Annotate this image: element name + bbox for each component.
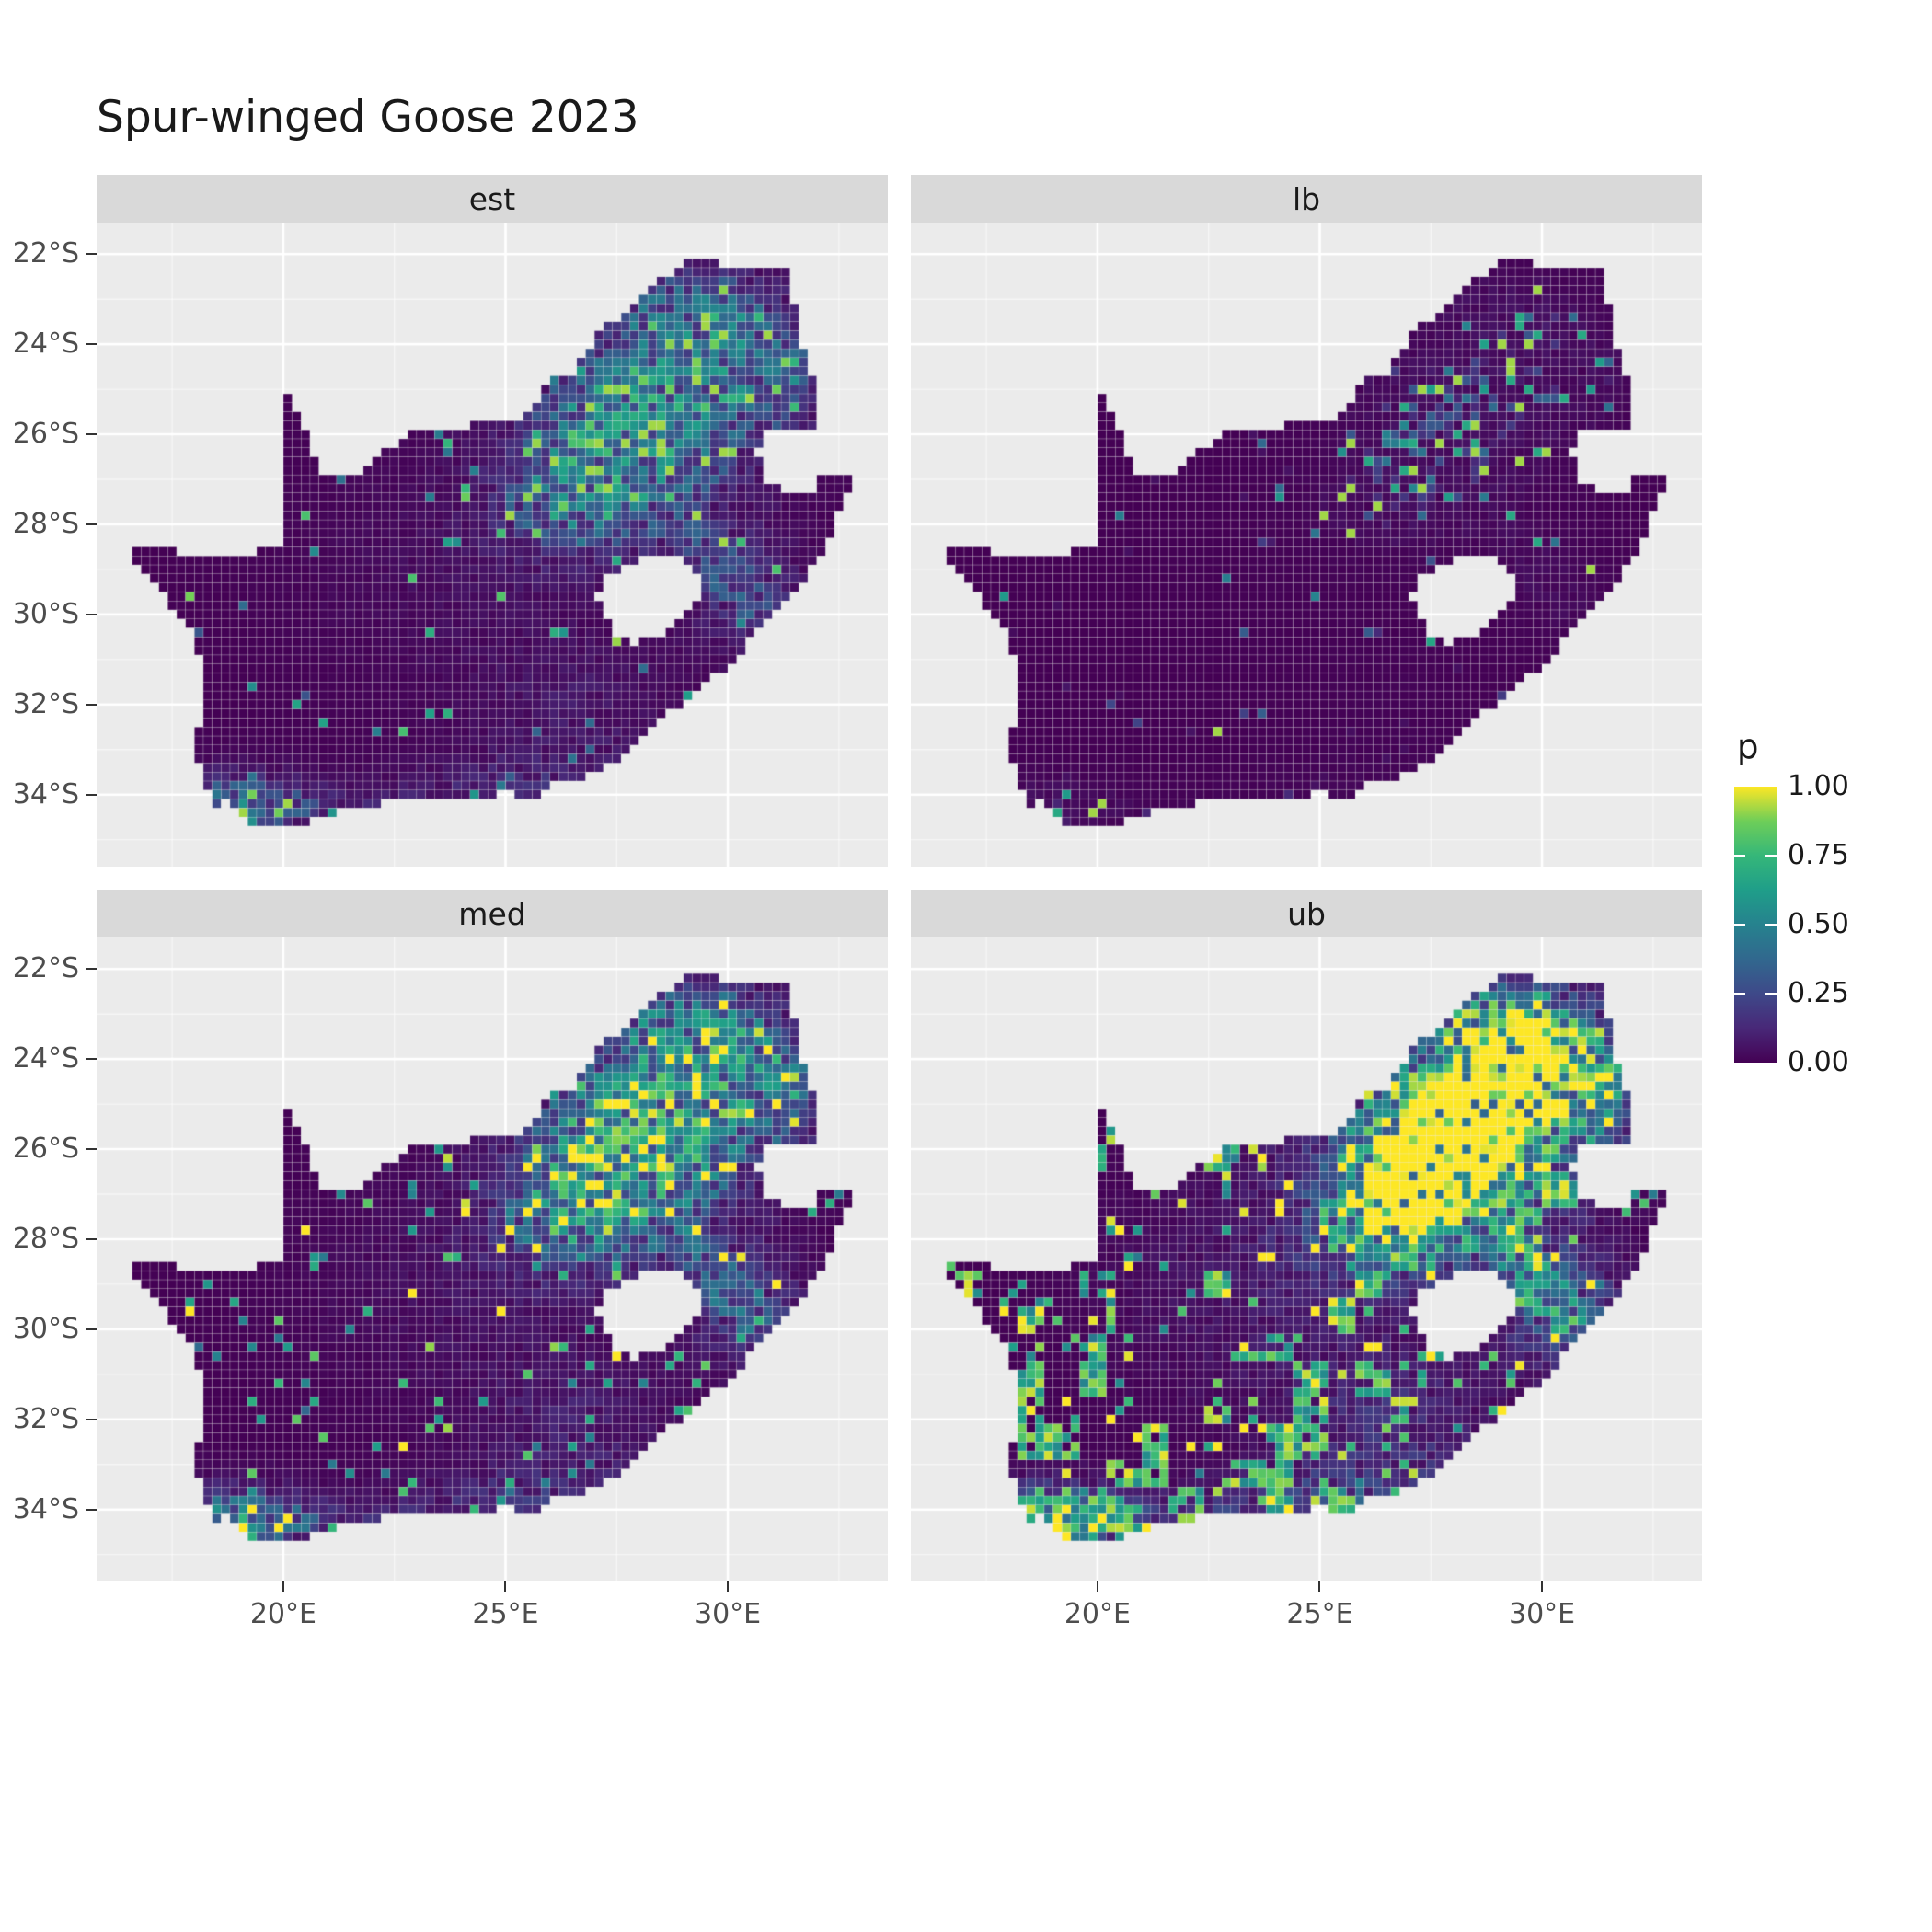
legend-tick — [1765, 923, 1777, 926]
y-tick-label: 26°S — [12, 1133, 79, 1166]
x-tick-label: 20°E — [1064, 1598, 1131, 1630]
map-panel-est — [97, 223, 888, 867]
y-tick — [86, 1418, 97, 1420]
map-panel-lb — [911, 223, 1702, 867]
y-tick-label: 22°S — [12, 952, 79, 985]
y-tick-label: 22°S — [12, 237, 79, 270]
facet-strip-label-lb: lb — [1292, 180, 1321, 217]
legend-tick-label: 0.75 — [1788, 839, 1849, 871]
y-tick — [86, 1237, 97, 1240]
x-tick — [727, 1581, 730, 1592]
x-tick-label: 20°E — [249, 1598, 316, 1630]
x-tick — [1318, 1581, 1321, 1592]
y-tick-label: 26°S — [12, 418, 79, 451]
y-tick — [86, 523, 97, 525]
legend-title: p — [1737, 727, 1759, 766]
y-tick — [86, 1148, 97, 1151]
map-panel-med — [97, 937, 888, 1581]
y-tick — [86, 1508, 97, 1511]
y-tick — [86, 968, 97, 971]
legend-tick — [1765, 854, 1777, 857]
y-tick — [86, 613, 97, 615]
y-tick — [86, 343, 97, 346]
y-tick — [86, 703, 97, 706]
y-tick — [86, 433, 97, 436]
y-tick-label: 28°S — [12, 1222, 79, 1255]
legend-tick — [1734, 854, 1745, 857]
x-tick-label: 30°E — [694, 1598, 762, 1630]
x-tick — [1096, 1581, 1098, 1592]
y-tick — [86, 1058, 97, 1061]
y-tick-label: 34°S — [12, 777, 79, 811]
y-tick — [86, 1328, 97, 1330]
legend-tick — [1734, 923, 1745, 926]
y-tick-label: 32°S — [12, 1402, 79, 1435]
legend-tick-label: 0.00 — [1788, 1046, 1849, 1078]
facet-strip-est: est — [97, 175, 888, 223]
y-tick — [86, 793, 97, 796]
facet-strip-label-med: med — [458, 895, 526, 932]
facet-strip-med: med — [97, 890, 888, 937]
x-tick-label: 30°E — [1508, 1598, 1576, 1630]
y-tick-label: 30°S — [12, 597, 79, 630]
facet-strip-label-ub: ub — [1287, 895, 1326, 932]
y-tick-label: 30°S — [12, 1312, 79, 1345]
facet-strip-ub: ub — [911, 890, 1702, 937]
x-tick — [1541, 1581, 1544, 1592]
legend-tick-label: 0.50 — [1788, 908, 1849, 940]
x-tick — [504, 1581, 507, 1592]
facet-strip-lb: lb — [911, 175, 1702, 223]
y-tick — [86, 253, 97, 256]
map-panel-ub — [911, 937, 1702, 1581]
y-tick-label: 34°S — [12, 1492, 79, 1525]
x-tick-label: 25°E — [472, 1598, 539, 1630]
x-tick-label: 25°E — [1286, 1598, 1353, 1630]
x-tick — [282, 1581, 284, 1592]
y-tick-label: 32°S — [12, 687, 79, 720]
y-tick-label: 24°S — [12, 1042, 79, 1075]
y-tick-label: 24°S — [12, 328, 79, 361]
legend-tick-label: 0.25 — [1788, 977, 1849, 1009]
y-tick-label: 28°S — [12, 507, 79, 540]
plot-title: Spur-winged Goose 2023 — [97, 92, 639, 143]
facet-strip-label-est: est — [468, 180, 516, 217]
legend-tick — [1734, 992, 1745, 995]
legend-tick — [1765, 992, 1777, 995]
legend-tick-label: 1.00 — [1788, 770, 1849, 802]
